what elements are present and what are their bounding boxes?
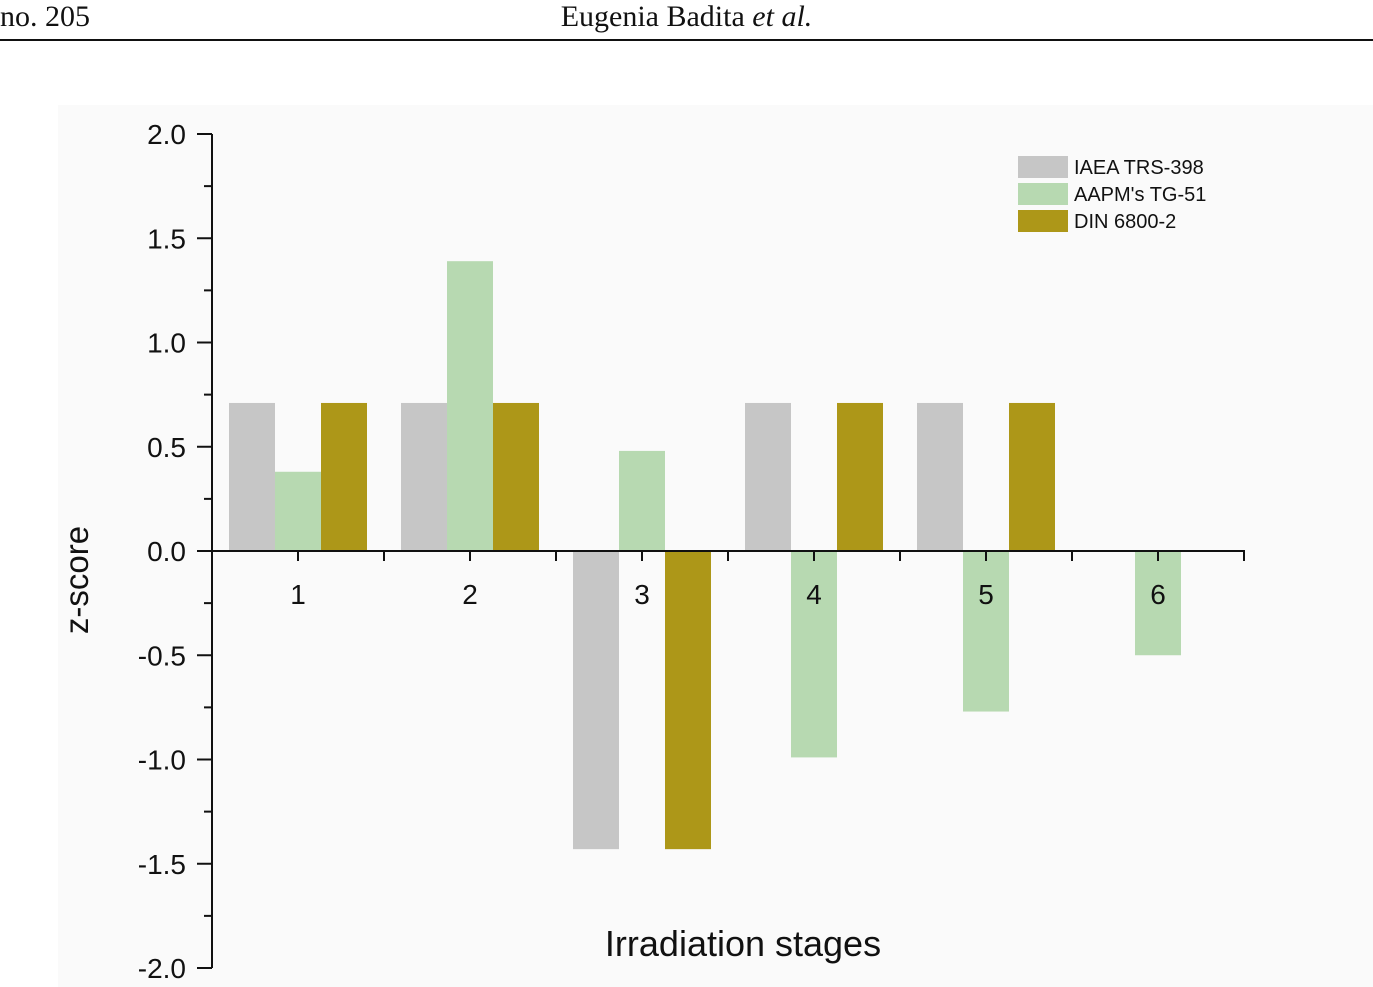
- bar-6-1: [1135, 551, 1181, 656]
- page-header: no. 205 Eugenia Badita et al.: [0, 0, 1373, 41]
- bar-1-2: [321, 402, 367, 551]
- bar-3-0: [573, 551, 619, 850]
- y-tick-label: 1.5: [147, 223, 186, 254]
- bar-1-0: [229, 402, 275, 551]
- bar-2-0: [401, 402, 447, 551]
- x-tick-label: 3: [634, 579, 650, 610]
- bar-4-0: [745, 402, 791, 551]
- y-tick-label: -1.5: [138, 849, 186, 880]
- x-tick-label: 6: [1150, 579, 1166, 610]
- axes-group: 2.0 1.5 1.0 0.5 0.0 -0.5 -1.0 -1.5 -2.0 1 2 3 4 5 6: [138, 119, 1245, 984]
- bar-3-2: [665, 551, 711, 850]
- y-tick-label: -2.0: [138, 953, 186, 984]
- running-title: Eugenia Badita et al.: [0, 0, 1373, 34]
- x-tick-label: 4: [806, 579, 822, 610]
- legend-label-1: AAPM's TG-51: [1074, 184, 1206, 206]
- legend-label-2: DIN 6800-2: [1074, 211, 1176, 233]
- legend-label-0: IAEA TRS-398: [1074, 157, 1204, 179]
- legend: IAEA TRS-398 AAPM's TG-51 DIN 6800-2: [1018, 156, 1206, 233]
- x-tick-label: 5: [978, 579, 994, 610]
- x-tick-label: 2: [462, 579, 478, 610]
- x-tick-label: 1: [290, 579, 306, 610]
- y-axis-title: z-score: [58, 526, 95, 634]
- bar-4-2: [837, 402, 883, 551]
- bars-group: [229, 261, 1181, 850]
- bar-4-1: [791, 551, 837, 758]
- bar-2-2: [493, 402, 539, 551]
- bar-5-1: [963, 551, 1009, 712]
- y-tick-label: -0.5: [138, 640, 186, 671]
- legend-swatch-2: [1018, 210, 1068, 232]
- bar-2-1: [447, 261, 493, 551]
- y-tick-label: 0.5: [147, 432, 186, 463]
- y-tick-label: -1.0: [138, 745, 186, 776]
- header-rule: [0, 39, 1373, 41]
- legend-swatch-0: [1018, 156, 1068, 178]
- x-axis-title: Irradiation stages: [605, 923, 881, 964]
- author-name: Eugenia Badita: [560, 0, 745, 33]
- page-number: no. 205: [0, 0, 90, 33]
- y-tick-label: 0.0: [147, 536, 186, 567]
- legend-swatch-1: [1018, 183, 1068, 205]
- et-al: et al.: [752, 0, 813, 33]
- bar-3-1: [619, 450, 665, 551]
- bar-5-0: [917, 402, 963, 551]
- y-tick-label: 2.0: [147, 119, 186, 150]
- bar-5-2: [1009, 402, 1055, 551]
- y-tick-label: 1.0: [147, 328, 186, 359]
- bar-1-1: [275, 471, 321, 551]
